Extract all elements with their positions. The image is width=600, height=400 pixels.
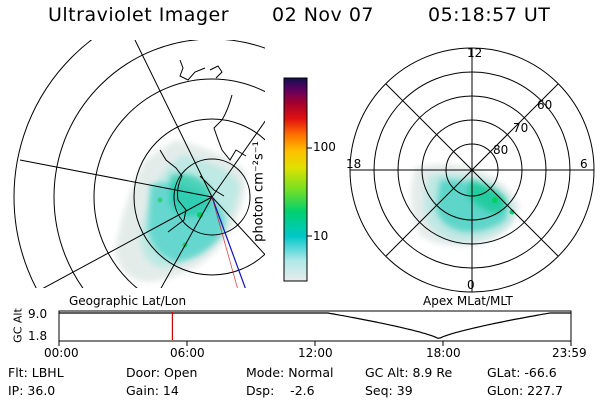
- noon-meridian: [211, 196, 238, 288]
- geographic-label: Geographic Lat/Lon: [69, 294, 187, 308]
- mode-status: Mode: Normal: [246, 365, 334, 380]
- apex-polar-plot: [349, 47, 595, 293]
- longitude-lines: [19, 40, 265, 288]
- lat-label-60: 60: [537, 98, 553, 112]
- colorbar-label-100: 100: [313, 140, 336, 154]
- mlt-label-12: 12: [467, 46, 483, 60]
- time-tick-0000: 00:00: [44, 346, 79, 360]
- apex-label: Apex MLat/MLT: [423, 294, 513, 308]
- geographic-map: [13, 40, 265, 288]
- colorbar: [283, 77, 312, 282]
- seq-status: Seq: 39: [365, 383, 413, 398]
- time-tick-0600: 06:00: [170, 346, 205, 360]
- mlt-label-6: 6: [580, 157, 588, 171]
- ip-status: IP: 36.0: [8, 383, 56, 398]
- dsp-status: Dsp: -2.6: [246, 383, 315, 398]
- filter-status: Flt: LBHL: [8, 365, 64, 380]
- time-tick-1800: 18:00: [426, 346, 461, 360]
- time-tick-1200: 12:00: [298, 346, 333, 360]
- door-status: Door: Open: [126, 365, 198, 380]
- mlt-label-18: 18: [346, 157, 362, 171]
- coastlines: [159, 59, 247, 233]
- altitude-ytick-top: 9.0: [28, 307, 48, 321]
- lat-label-80: 80: [493, 143, 509, 157]
- glon-status: GLon: 227.7: [487, 383, 563, 398]
- altitude-plot: [58, 310, 572, 346]
- mlt-label-0: 0: [467, 278, 475, 292]
- satellite-track: [211, 196, 246, 288]
- date-label: 02 Nov 07: [272, 4, 375, 26]
- gain-status: Gain: 14: [126, 383, 179, 398]
- latitude-circles: [13, 40, 265, 288]
- lat-label-70: 70: [513, 121, 529, 135]
- altitude-ytick-bottom: 1.8: [28, 329, 48, 343]
- aurora-image-geo: [115, 140, 246, 282]
- time-label: 05:18:57 UT: [428, 4, 551, 26]
- gc-alt-status: GC Alt: 8.9 Re: [365, 365, 453, 380]
- altitude-ylabel: GC Alt: [11, 308, 25, 343]
- time-tick-2359: 23:59: [552, 346, 587, 360]
- instrument-title: Ultraviolet Imager: [48, 4, 230, 26]
- colorbar-label-10: 10: [313, 229, 329, 243]
- altitude-curve: [59, 312, 571, 339]
- colorbar-unit-label: photon cm⁻²s⁻¹: [251, 141, 267, 242]
- glat-status: GLat: -66.6: [487, 365, 557, 380]
